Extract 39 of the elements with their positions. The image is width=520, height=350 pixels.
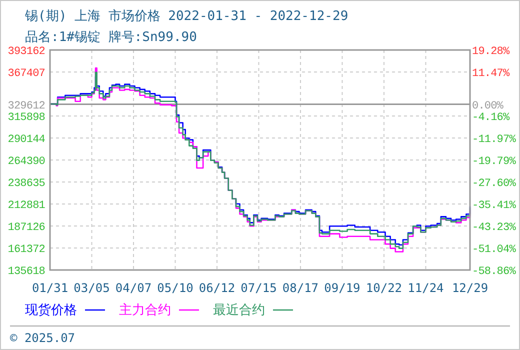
y2-tick-label: -35.41% (472, 200, 516, 212)
x-tick-label: 08/17 (282, 281, 319, 295)
x-tick-label: 05/10 (157, 281, 194, 295)
y2-tick-label: -43.23% (472, 222, 516, 234)
y-tick-label: 393162 (8, 46, 45, 58)
x-tick-label: 12/29 (452, 281, 488, 295)
y2-tick-label: -19.79% (472, 156, 516, 168)
text: © 2025.07 (10, 331, 76, 345)
y-tick-label: 161372 (8, 244, 45, 256)
x-tick-label: 07/15 (240, 281, 277, 295)
legend-label: 主力合约 (119, 302, 171, 318)
x-tick-label: 06/12 (198, 281, 236, 295)
y-tick-label: 238635 (8, 178, 45, 190)
y-tick-label: 329612 (8, 100, 45, 112)
y-tick-label: 264390 (8, 156, 45, 168)
y2-tick-label: 11.47% (472, 68, 510, 80)
y2-tick-label: -4.16% (472, 112, 510, 124)
y-tick-label: 315898 (8, 112, 45, 124)
y-tick-label: 290144 (8, 134, 46, 146)
x-tick-label: 04/07 (115, 281, 152, 295)
x-tick-label: 01/31 (32, 281, 68, 295)
y2-tick-label: -27.60% (472, 178, 516, 190)
x-tick-label: 03/05 (74, 281, 110, 295)
y2-tick-label: 19.28% (472, 46, 510, 58)
chart-title: 锡(期) 上海 市场价格 2022-01-31 - 2022-12-29 (24, 9, 348, 24)
y2-tick-label: 0.00% (472, 100, 504, 112)
chart-subtitle: 品名:1#锡锭 牌号:Sn99.90 (25, 30, 197, 45)
y-tick-label: 135618 (8, 266, 45, 278)
x-tick-label: 09/19 (324, 281, 360, 295)
legend-label: 最近合约 (213, 303, 265, 318)
y-tick-label: 367407 (8, 68, 45, 80)
y-tick-label: 187126 (8, 222, 45, 234)
y-tick-label: 212881 (8, 200, 46, 212)
y2-tick-label: -11.97% (472, 134, 516, 146)
x-tick-label: 11/24 (408, 281, 444, 295)
legend-label: 现货价格 (25, 303, 77, 318)
y2-tick-label: -58.86% (472, 266, 516, 278)
x-tick-label: 10/22 (366, 281, 402, 295)
y2-tick-label: -51.04% (472, 244, 516, 256)
